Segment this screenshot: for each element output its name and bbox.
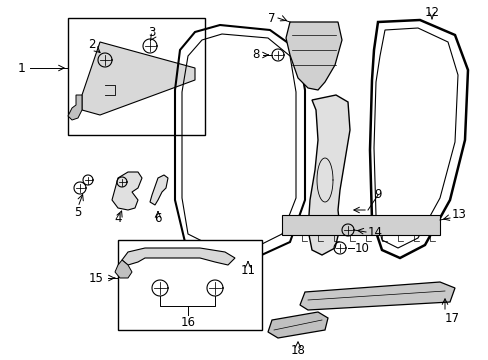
Text: 10: 10 bbox=[354, 242, 368, 255]
Polygon shape bbox=[150, 175, 168, 205]
Text: 15: 15 bbox=[89, 271, 104, 284]
Text: 13: 13 bbox=[451, 208, 466, 221]
Text: 12: 12 bbox=[424, 5, 439, 18]
Polygon shape bbox=[299, 282, 454, 310]
Polygon shape bbox=[282, 215, 439, 235]
Bar bbox=[68, 18, 204, 135]
Text: 1: 1 bbox=[18, 62, 26, 75]
Text: 3: 3 bbox=[148, 26, 155, 39]
Text: 8: 8 bbox=[252, 49, 259, 62]
Text: 18: 18 bbox=[290, 343, 305, 356]
Polygon shape bbox=[285, 22, 341, 90]
Polygon shape bbox=[115, 260, 132, 278]
Polygon shape bbox=[122, 248, 235, 265]
Polygon shape bbox=[68, 95, 82, 120]
Text: 11: 11 bbox=[240, 264, 255, 276]
Bar bbox=[118, 240, 262, 330]
Text: 9: 9 bbox=[373, 189, 381, 202]
Text: 4: 4 bbox=[114, 211, 122, 225]
Text: 7: 7 bbox=[268, 12, 275, 24]
Text: 2: 2 bbox=[88, 37, 96, 50]
Polygon shape bbox=[112, 172, 142, 210]
Polygon shape bbox=[82, 42, 195, 115]
Text: 16: 16 bbox=[180, 315, 195, 328]
Polygon shape bbox=[267, 312, 327, 338]
Text: 6: 6 bbox=[154, 211, 162, 225]
Text: 5: 5 bbox=[74, 206, 81, 219]
Text: 17: 17 bbox=[444, 311, 459, 324]
Text: 14: 14 bbox=[367, 225, 382, 238]
Polygon shape bbox=[307, 95, 349, 255]
